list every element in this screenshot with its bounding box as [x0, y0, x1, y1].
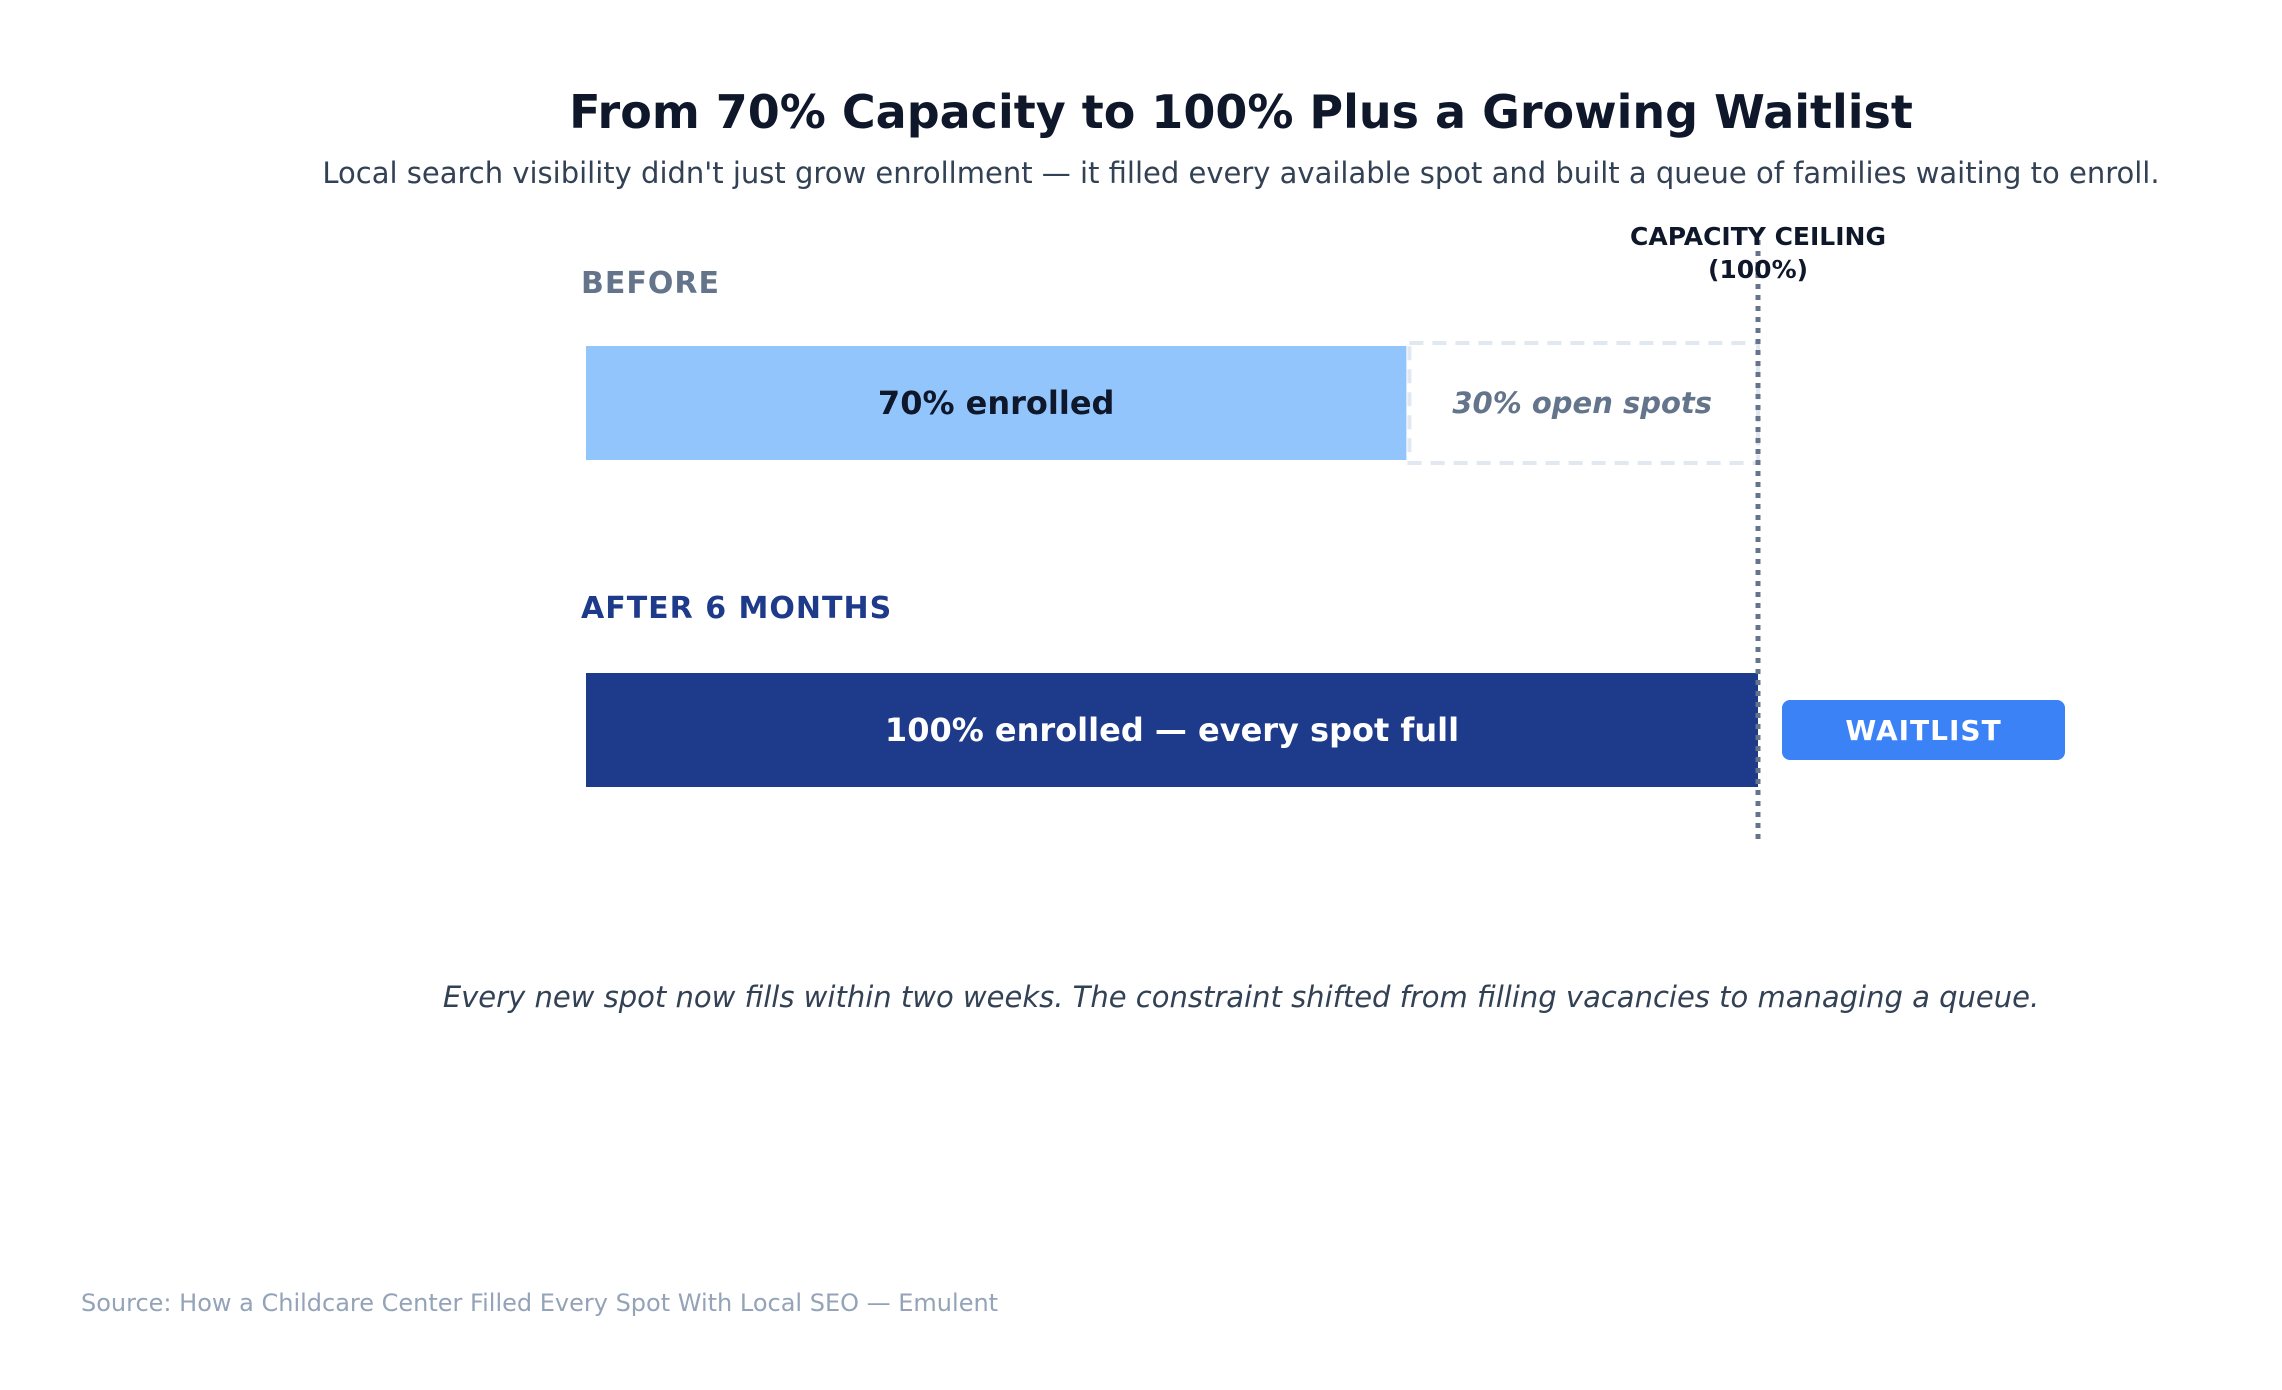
bar-after-enrolled — [586, 673, 1758, 787]
source-note: Source: How a Childcare Center Filled Ev… — [81, 1289, 998, 1317]
bar-before-enrolled-label: 70% enrolled — [878, 384, 1115, 422]
row-label-after: AFTER 6 MONTHS — [581, 591, 892, 626]
capacity-ceiling-value-label: (100%) — [1708, 255, 1808, 284]
bar-before-enrolled — [586, 346, 1407, 460]
bar-after-enrolled-label: 100% enrolled — every spot full — [885, 711, 1459, 749]
row-label-before: BEFORE — [581, 266, 720, 301]
chart-subtitle: Local search visibility didn't just grow… — [322, 156, 2159, 190]
annotation-note: Every new spot now fills within two week… — [443, 980, 2039, 1014]
bar-before-open-spots — [1407, 341, 1761, 465]
capacity-ceiling-label: CAPACITY CEILING — [1630, 222, 1886, 251]
waitlist-badge — [1782, 700, 2065, 760]
bar-before-open-label: 30% open spots — [1452, 386, 1712, 420]
waitlist-badge-label: WAITLIST — [1845, 714, 2001, 747]
chart-title: From 70% Capacity to 100% Plus a Growing… — [569, 85, 1913, 139]
